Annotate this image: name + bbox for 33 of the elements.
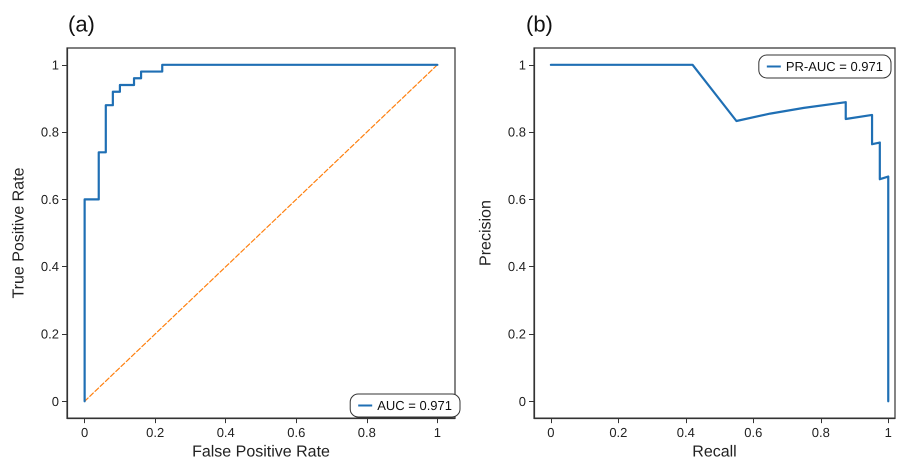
x-tick-label: 0.8	[358, 425, 376, 440]
y-tick-label: 0.6	[508, 192, 526, 207]
y-tick-label: 0	[518, 394, 526, 409]
y-tick-label: 0.4	[40, 259, 59, 274]
x-axis-title: False Positive Rate	[192, 444, 330, 460]
y-tick-label: 0.2	[508, 326, 526, 342]
y-axis-title: True Positive Rate	[10, 167, 28, 299]
line-series	[550, 64, 890, 402]
y-tick-label: 0.8	[40, 124, 59, 140]
y-tick-label: 0	[52, 394, 59, 409]
x-tick-label: 0	[547, 425, 554, 440]
x-axis-title: Recall	[692, 444, 737, 460]
legend-label: PR-AUC = 0.971	[786, 59, 884, 74]
y-tick-label: 1	[52, 57, 59, 72]
x-tick-label: 0.8	[812, 425, 830, 440]
x-tick-label: 0.6	[287, 425, 306, 440]
x-tick-label: 1	[884, 425, 892, 440]
x-tick-label: 0.2	[609, 425, 628, 440]
y-tick-label: 0.6	[40, 192, 59, 207]
x-tick-label: 0.4	[216, 425, 235, 440]
y-tick-label: 0.8	[508, 124, 526, 140]
y-tick-label: 0.4	[508, 259, 526, 274]
chart-title: (a)	[68, 12, 95, 36]
y-tick-label: 0.2	[40, 326, 59, 342]
x-tick-label: 0.4	[676, 425, 695, 440]
x-tick-label: 1	[434, 425, 441, 440]
x-tick-label: 0.6	[744, 425, 762, 440]
y-tick-label: 1	[518, 57, 526, 72]
chart-title: (b)	[526, 12, 553, 36]
y-axis-title: Precision	[478, 200, 494, 266]
x-tick-label: 0.2	[146, 425, 164, 440]
x-tick-label: 0	[81, 425, 88, 440]
legend-label: AUC = 0.971	[377, 398, 452, 413]
